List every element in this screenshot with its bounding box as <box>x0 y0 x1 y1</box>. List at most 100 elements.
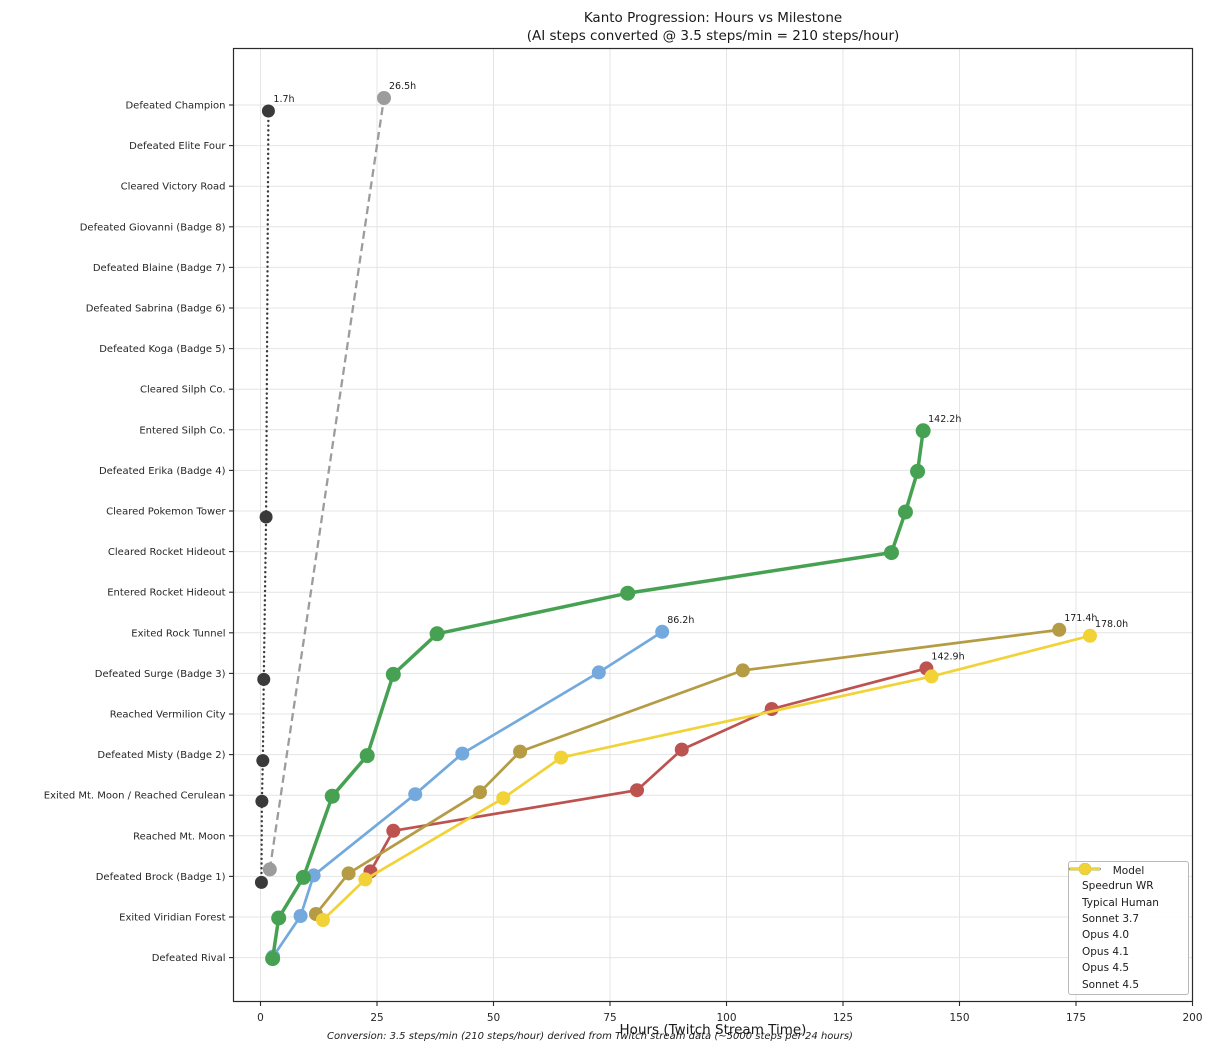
legend-item-sonnet-3-7: Sonnet 3.7 <box>1069 863 1188 927</box>
data-point-opus-4-0 <box>513 744 528 759</box>
y-tick-label: Exited Viridian Forest <box>119 913 225 924</box>
data-point-opus-4-0 <box>341 866 356 881</box>
y-tick-label: Defeated Champion <box>125 101 225 112</box>
data-point-sonnet-3-7 <box>630 783 645 798</box>
data-point-sonnet-4-5 <box>496 791 511 806</box>
y-tick-label: Defeated Rival <box>152 953 226 964</box>
data-point-opus-4-1 <box>455 746 470 761</box>
y-tick-label: Cleared Pokemon Tower <box>106 507 226 518</box>
data-point-speedrun-wr <box>261 104 275 118</box>
series-line-sonnet-3-7 <box>369 667 927 873</box>
data-point-opus-4-5 <box>620 585 636 601</box>
legend: Model Speedrun WR Typical Human Sonnet 3.7… <box>1068 861 1189 995</box>
legend-item-sonnet-4-5: Sonnet 4.5 <box>1069 863 1188 992</box>
value-annotation: 171.4h <box>1064 613 1097 624</box>
value-annotation: 1.7h <box>273 94 294 105</box>
data-point-opus-4-0 <box>472 785 487 800</box>
data-point-opus-4-5 <box>271 910 287 926</box>
legend-item-opus-4-1: Opus 4.1 <box>1069 863 1188 960</box>
data-point-opus-4-5 <box>915 423 931 439</box>
y-tick-label: Defeated Surge (Badge 3) <box>95 669 226 680</box>
chart-title: Kanto Progression: Hours vs Milestone <box>583 10 843 26</box>
data-point-opus-4-0 <box>1052 622 1067 637</box>
data-point-opus-4-0 <box>735 663 750 678</box>
data-point-opus-4-1 <box>408 787 423 802</box>
y-tick-label: Reached Vermilion City <box>110 710 226 721</box>
y-tick-label: Entered Silph Co. <box>139 425 225 436</box>
value-annotation: 86.2h <box>667 615 694 626</box>
data-point-opus-4-1 <box>293 909 308 923</box>
data-point-speedrun-wr <box>255 794 269 808</box>
data-point-speedrun-wr <box>257 672 271 686</box>
y-tick-label: Exited Rock Tunnel <box>131 628 225 639</box>
y-tick-label: Defeated Koga (Badge 5) <box>99 344 225 355</box>
x-tick-label: 150 <box>949 1012 969 1024</box>
data-point-opus-4-1 <box>655 624 670 639</box>
data-point-opus-4-5 <box>324 788 340 804</box>
data-point-sonnet-4-5 <box>554 750 569 765</box>
y-tick-label: Cleared Victory Road <box>121 182 226 193</box>
series-line-sonnet-4-5 <box>322 634 1091 921</box>
x-tick-label: 175 <box>1066 1012 1086 1024</box>
legend-item-opus-4-0: Opus 4.0 <box>1069 863 1188 943</box>
data-point-opus-4-5 <box>265 951 281 967</box>
legend-label: Opus 4.1 <box>1082 945 1130 958</box>
x-tick-label: 50 <box>487 1012 500 1024</box>
data-point-opus-4-5 <box>897 504 913 520</box>
y-tick-label: Exited Mt. Moon / Reached Cerulean <box>44 791 226 802</box>
value-annotation: 142.9h <box>931 651 964 662</box>
legend-label: Typical Human <box>1082 896 1159 909</box>
legend-item-typical-human: Typical Human <box>1069 863 1188 910</box>
legend-label: Opus 4.0 <box>1082 929 1130 942</box>
y-tick-label: Defeated Giovanni (Badge 8) <box>80 222 226 233</box>
data-point-opus-4-5 <box>385 666 401 682</box>
series-line-typical-human <box>268 97 386 870</box>
y-tick-label: Cleared Silph Co. <box>140 385 225 396</box>
x-tick-label: 25 <box>370 1012 383 1024</box>
data-point-typical-human <box>376 91 391 105</box>
data-point-opus-4-5 <box>910 463 926 479</box>
x-tick-label: 75 <box>603 1012 616 1024</box>
series-line-opus-4-0 <box>314 628 1060 915</box>
data-point-speedrun-wr <box>256 754 270 768</box>
y-tick-label: Entered Rocket Hideout <box>107 588 225 599</box>
x-tick-label: 0 <box>257 1012 264 1024</box>
x-tick-label: 200 <box>1182 1012 1202 1024</box>
y-tick-label: Cleared Rocket Hideout <box>108 547 226 558</box>
x-tick-label: 100 <box>716 1012 736 1024</box>
y-tick-label: Defeated Misty (Badge 2) <box>97 750 225 761</box>
y-tick-label: Defeated Brock (Badge 1) <box>96 872 226 883</box>
data-point-speedrun-wr <box>254 875 268 889</box>
y-tick-label: Reached Mt. Moon <box>133 831 225 842</box>
y-tick-label: Defeated Elite Four <box>129 141 226 152</box>
chart-subtitle: (AI steps converted @ 3.5 steps/min = 21… <box>526 28 900 44</box>
legend-marker-icon <box>1070 863 1100 875</box>
value-annotation: 178.0h <box>1095 619 1128 630</box>
conversion-footnote: Conversion: 3.5 steps/min (210 steps/hou… <box>327 1031 853 1042</box>
data-point-sonnet-4-5 <box>315 913 330 927</box>
data-point-opus-4-5 <box>359 748 375 764</box>
legend-item-opus-4-5: Opus 4.5 <box>1069 863 1188 976</box>
data-point-sonnet-3-7 <box>674 742 689 757</box>
legend-title: Model <box>1112 865 1145 877</box>
y-tick-label: Defeated Sabrina (Badge 6) <box>86 304 226 315</box>
y-tick-label: Defeated Erika (Badge 4) <box>99 466 226 477</box>
data-point-sonnet-3-7 <box>386 823 401 838</box>
x-axis-label: Hours (Twitch Stream Time) <box>619 1022 807 1038</box>
data-point-typical-human <box>262 862 277 877</box>
axes-spines <box>232 47 1194 1003</box>
data-point-opus-4-5 <box>429 626 445 642</box>
data-point-sonnet-4-5 <box>1082 628 1097 643</box>
data-point-opus-4-1 <box>591 665 606 680</box>
series-line-speedrun-wr <box>260 109 270 884</box>
data-point-opus-4-5 <box>883 545 899 561</box>
legend-item-speedrun-wr: Speedrun WR <box>1069 863 1188 894</box>
value-annotation: 142.2h <box>928 414 961 425</box>
data-point-speedrun-wr <box>259 510 273 524</box>
data-point-sonnet-4-5 <box>358 872 373 887</box>
value-annotation: 26.5h <box>389 81 416 92</box>
x-tick-label: 125 <box>833 1012 853 1024</box>
legend-label: Sonnet 4.5 <box>1082 978 1140 991</box>
